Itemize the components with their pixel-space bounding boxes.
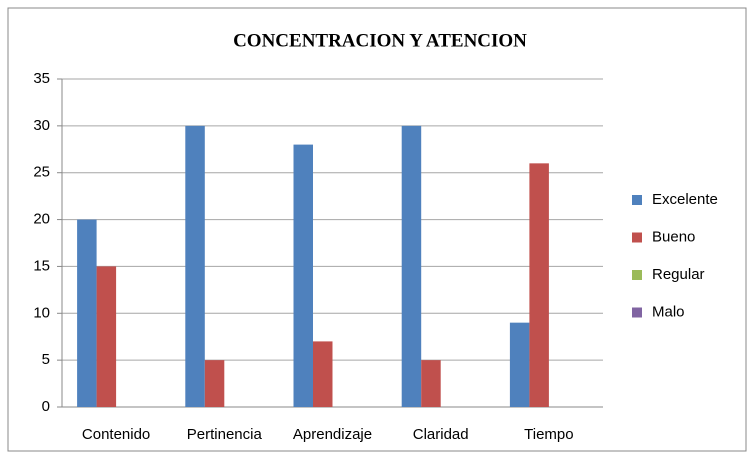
x-tick-label: Tiempo [524, 426, 573, 443]
y-tick-label: 35 [33, 70, 50, 87]
bar [96, 266, 117, 407]
legend-swatch [632, 307, 642, 318]
y-tick-label: 15 [33, 257, 50, 274]
legend-swatch [632, 195, 642, 205]
chart-frame [7, 7, 747, 452]
y-tick-label: 10 [33, 304, 50, 321]
y-tick-label: 5 [42, 351, 50, 368]
bar [313, 341, 333, 407]
bar [204, 360, 225, 407]
legend-label: Regular [652, 266, 705, 283]
y-tick-label: 30 [33, 117, 50, 134]
legend-swatch [632, 270, 642, 280]
y-tick-label: 0 [42, 398, 50, 415]
bar [529, 163, 549, 407]
x-tick-label: Contenido [82, 426, 150, 443]
legend-label: Bueno [652, 228, 695, 245]
legend-label: Excelente [652, 191, 718, 208]
y-tick-label: 20 [33, 211, 50, 228]
bar [77, 219, 97, 407]
x-tick-label: Claridad [413, 426, 469, 443]
legend-swatch [632, 232, 642, 243]
legend-label: Malo [652, 303, 685, 320]
bar [185, 125, 205, 407]
x-tick-label: Pertinencia [187, 426, 263, 443]
y-tick-label: 25 [33, 164, 50, 181]
bar [509, 322, 530, 407]
x-tick-label: Aprendizaje [293, 426, 372, 443]
bar [401, 125, 422, 407]
chart-title: CONCENTRACION Y ATENCION [233, 30, 527, 51]
bar [293, 144, 313, 407]
bar [421, 360, 441, 407]
